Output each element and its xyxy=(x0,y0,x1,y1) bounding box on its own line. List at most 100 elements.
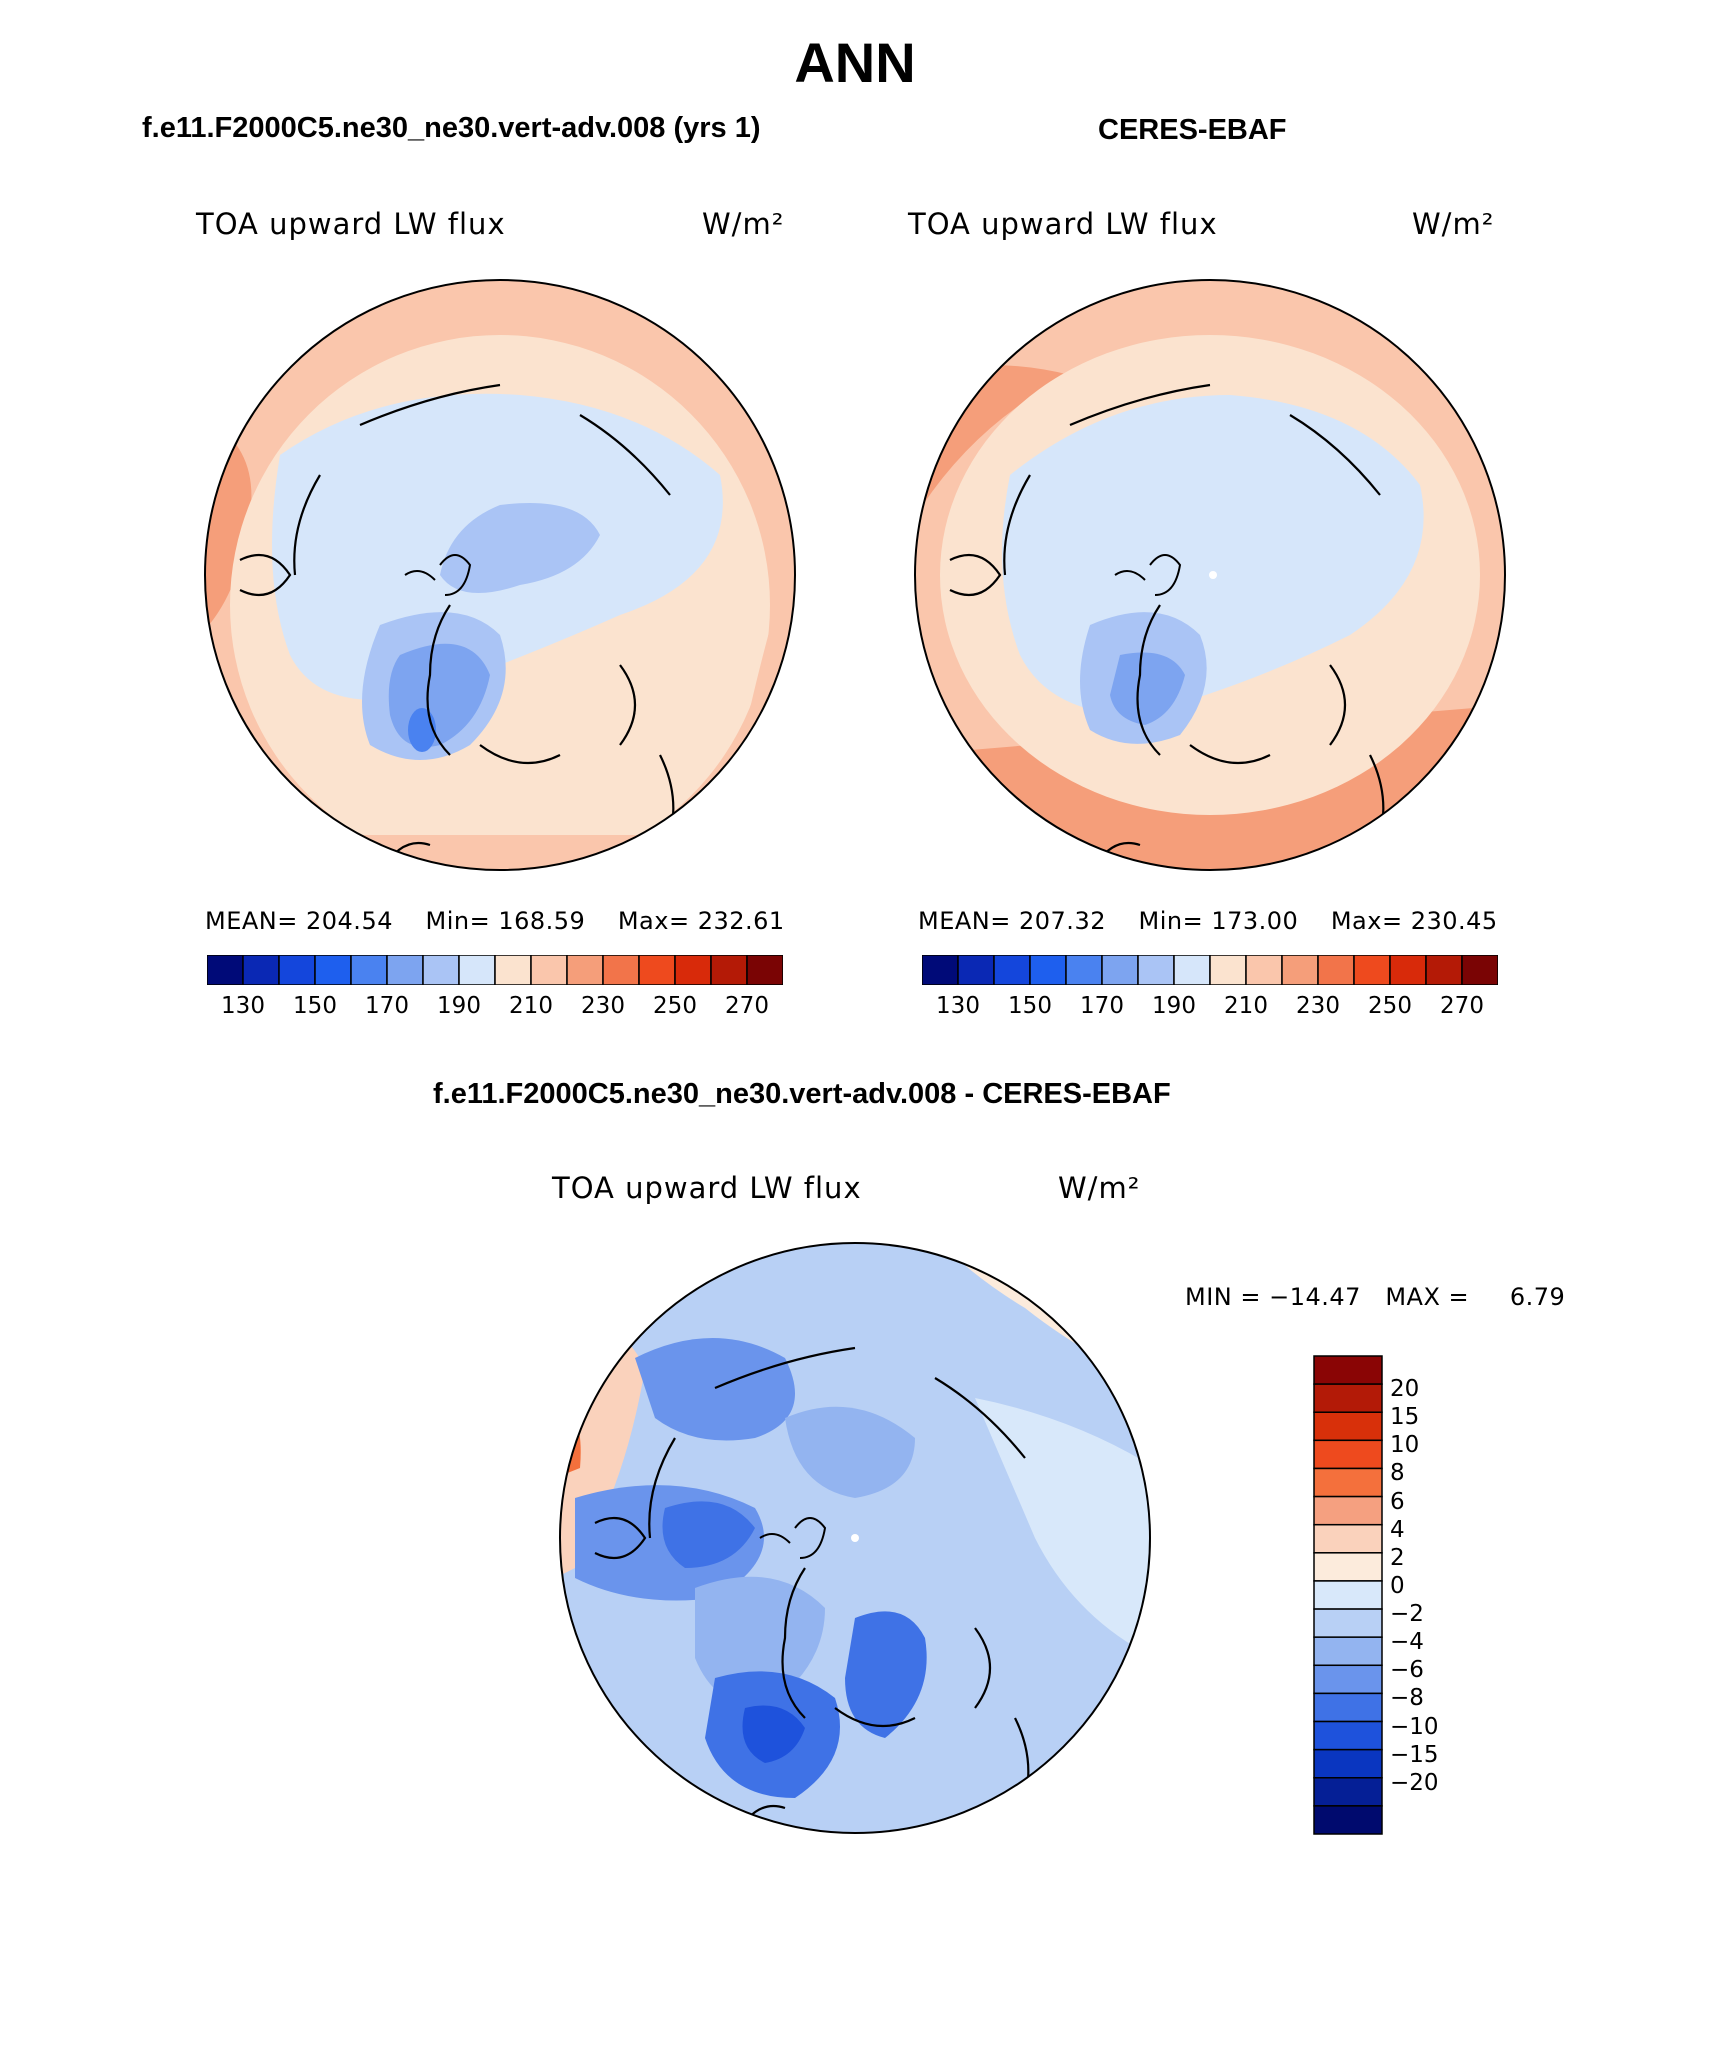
model-colorbar-swatch xyxy=(242,955,280,985)
model-colorbar-swatch xyxy=(638,955,676,985)
model-units-label: W/m² xyxy=(702,207,785,241)
model-colorbar-tick-label: 250 xyxy=(653,993,697,1019)
diff-colorbar-tick-label: 20 xyxy=(1390,1376,1420,1403)
model-colorbar-ticks: 130 150 170 190 210 230 250 270 xyxy=(207,993,783,1023)
diff-stats: MIN = −14.47 MAX = 6.79 xyxy=(1185,1283,1565,1311)
diff-colorbar-ticks: 20 15 10 8 6 4 2 0 −2 −4 −6 −8 −10 −15 −20 xyxy=(1390,1355,1470,1835)
diff-colorbar-swatch xyxy=(1313,1777,1383,1807)
model-colorbar-swatch xyxy=(746,955,783,985)
obs-colorbar-swatch xyxy=(1173,955,1211,985)
diff-colorbar-tick-label: −6 xyxy=(1390,1657,1424,1684)
diff-colorbar-swatch xyxy=(1313,1664,1383,1695)
model-colorbar-swatch xyxy=(350,955,388,985)
model-colorbar-tick-label: 170 xyxy=(365,993,409,1019)
diff-colorbar-swatch xyxy=(1313,1580,1383,1610)
obs-min-label: Min= xyxy=(1138,907,1204,935)
obs-panel-heading: CERES-EBAF xyxy=(1098,114,1287,146)
obs-colorbar-tick-label: 130 xyxy=(936,993,980,1019)
model-colorbar-tick-label: 190 xyxy=(437,993,481,1019)
model-mean-label: MEAN= xyxy=(205,907,298,935)
diff-colorbar-tick-label: −8 xyxy=(1390,1685,1424,1712)
diff-colorbar-swatch xyxy=(1313,1467,1383,1498)
obs-stats: MEAN= 207.32 Min= 173.00 Max= 230.45 xyxy=(918,907,1498,935)
obs-colorbar-swatch xyxy=(1245,955,1283,985)
model-mean-value: 204.54 xyxy=(306,907,393,935)
model-panel-heading: f.e11.F2000C5.ne30_ne30.vert-adv.008 (yr… xyxy=(142,112,761,144)
obs-colorbar-swatch xyxy=(1101,955,1139,985)
diff-colorbar-swatch xyxy=(1313,1636,1383,1667)
model-colorbar-tick-label: 130 xyxy=(221,993,265,1019)
obs-colorbar-swatch xyxy=(1065,955,1103,985)
diff-colorbar-swatch xyxy=(1313,1439,1383,1470)
diff-colorbar-tick-label: −2 xyxy=(1390,1601,1424,1628)
diff-colorbar-tick-label: 2 xyxy=(1390,1544,1405,1571)
diff-colorbar-tick-label: 0 xyxy=(1390,1572,1405,1599)
diff-colorbar-tick-label: 8 xyxy=(1390,1460,1405,1487)
obs-colorbar-swatch xyxy=(1281,955,1319,985)
obs-variable-label: TOA upward LW flux xyxy=(908,207,1218,241)
diff-colorbar xyxy=(1313,1355,1383,1835)
obs-colorbar-swatch xyxy=(1209,955,1247,985)
obs-colorbar-swatch xyxy=(1317,955,1355,985)
obs-colorbar-tick-label: 170 xyxy=(1080,993,1124,1019)
obs-colorbar-tick-label: 190 xyxy=(1152,993,1196,1019)
model-min-value: 168.59 xyxy=(498,907,586,935)
model-colorbar-swatch xyxy=(422,955,460,985)
obs-colorbar-swatch xyxy=(1425,955,1463,985)
obs-max-value: 230.45 xyxy=(1410,907,1498,935)
model-variable-label: TOA upward LW flux xyxy=(196,207,506,241)
obs-colorbar-swatch xyxy=(1353,955,1391,985)
model-colorbar-tick-label: 150 xyxy=(293,993,337,1019)
diff-units-label: W/m² xyxy=(1058,1171,1141,1205)
diff-colorbar-swatch xyxy=(1313,1495,1383,1526)
diff-colorbar-swatch xyxy=(1313,1692,1383,1723)
obs-polar-map xyxy=(914,279,1506,871)
obs-colorbar xyxy=(922,955,1498,985)
diff-colorbar-swatch xyxy=(1313,1805,1383,1835)
model-colorbar-swatch xyxy=(314,955,352,985)
model-colorbar-swatch xyxy=(207,955,244,985)
model-colorbar-swatch xyxy=(458,955,496,985)
diff-colorbar-tick-label: −20 xyxy=(1390,1769,1439,1796)
obs-mean-label: MEAN= xyxy=(918,907,1011,935)
model-colorbar-swatch xyxy=(386,955,424,985)
model-max-value: 232.61 xyxy=(697,907,785,935)
model-max-label: Max= xyxy=(617,907,690,935)
model-colorbar xyxy=(207,955,783,985)
model-polar-map xyxy=(204,279,796,871)
diff-colorbar-tick-label: −10 xyxy=(1390,1713,1439,1740)
diff-colorbar-tick-label: −15 xyxy=(1390,1741,1439,1768)
diff-colorbar-swatch xyxy=(1313,1748,1383,1779)
obs-mean-value: 207.32 xyxy=(1019,907,1106,935)
model-colorbar-tick-label: 270 xyxy=(725,993,769,1019)
diff-max-value: 6.79 xyxy=(1509,1283,1566,1311)
obs-colorbar-swatch xyxy=(1137,955,1175,985)
model-colorbar-tick-label: 210 xyxy=(509,993,553,1019)
diff-colorbar-swatch xyxy=(1313,1411,1383,1442)
diff-colorbar-tick-label: 10 xyxy=(1390,1432,1420,1459)
model-min-label: Min= xyxy=(425,907,491,935)
obs-colorbar-ticks: 130 150 170 190 210 230 250 270 xyxy=(922,993,1498,1023)
model-colorbar-swatch xyxy=(602,955,640,985)
diff-colorbar-tick-label: −4 xyxy=(1390,1629,1424,1656)
obs-colorbar-swatch xyxy=(993,955,1031,985)
diff-variable-label: TOA upward LW flux xyxy=(552,1171,862,1205)
model-colorbar-swatch xyxy=(710,955,748,985)
obs-units-label: W/m² xyxy=(1412,207,1495,241)
diff-panel-heading: f.e11.F2000C5.ne30_ne30.vert-adv.008 - C… xyxy=(433,1078,1171,1110)
obs-max-label: Max= xyxy=(1330,907,1403,935)
obs-colorbar-tick-label: 270 xyxy=(1440,993,1484,1019)
figure-title: ANN xyxy=(794,31,916,94)
model-colorbar-swatch xyxy=(674,955,712,985)
obs-colorbar-tick-label: 210 xyxy=(1224,993,1268,1019)
diff-colorbar-swatch xyxy=(1313,1552,1383,1582)
diff-colorbar-swatch xyxy=(1313,1608,1383,1638)
diff-colorbar-tick-label: 6 xyxy=(1390,1488,1405,1515)
obs-colorbar-swatch xyxy=(1029,955,1067,985)
diff-min-label: MIN = xyxy=(1185,1283,1261,1311)
diff-polar-map xyxy=(559,1242,1151,1834)
diff-colorbar-swatch xyxy=(1313,1383,1383,1413)
obs-colorbar-swatch xyxy=(922,955,959,985)
model-colorbar-swatch xyxy=(494,955,532,985)
obs-min-value: 173.00 xyxy=(1211,907,1299,935)
